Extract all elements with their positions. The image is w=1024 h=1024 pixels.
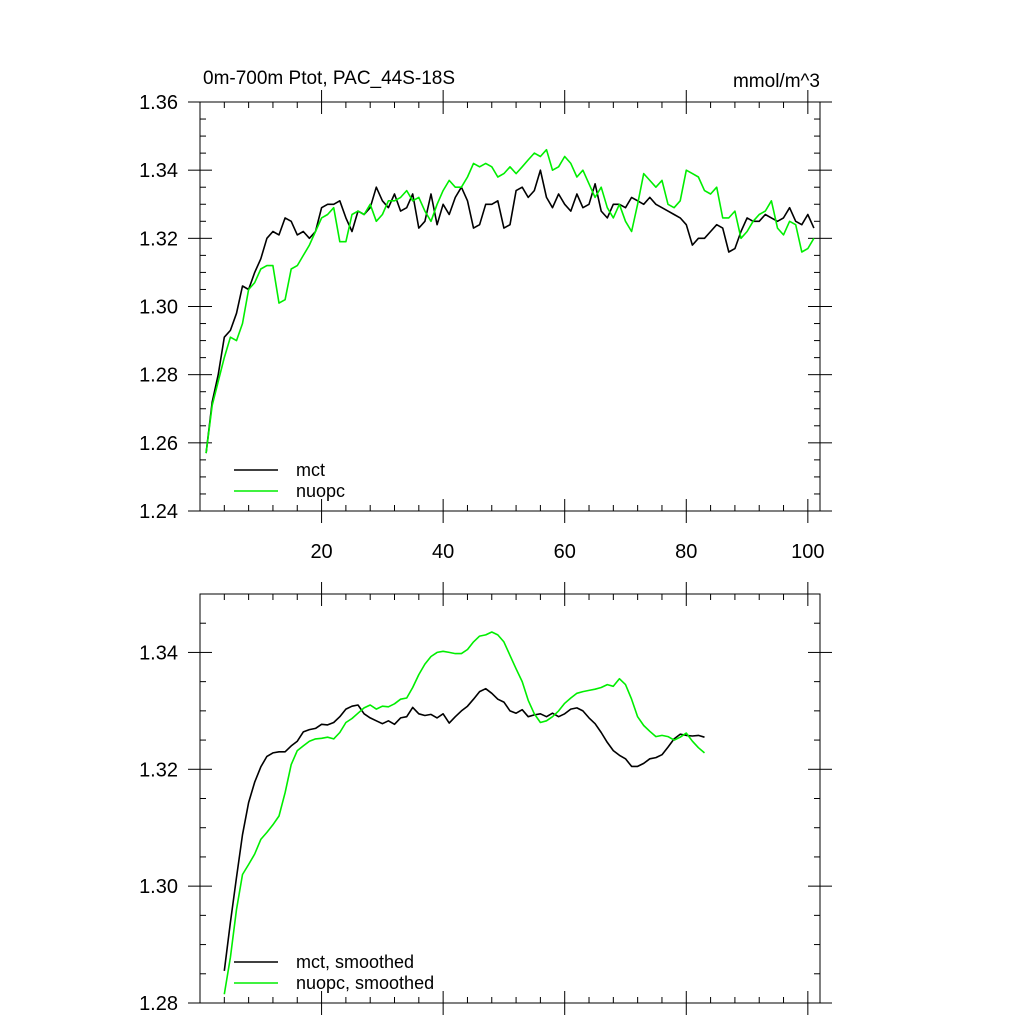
bottom-y-tick-label: 1.30 <box>139 876 178 898</box>
top-x-tick-label: 100 <box>791 541 824 563</box>
bottom-y-tick-label: 1.34 <box>139 642 178 664</box>
top-chart-title: 0m-700m Ptot, PAC_44S-18S <box>203 68 455 89</box>
top-y-tick-label: 1.34 <box>139 160 178 182</box>
bottom-series-line-mct-smoothed <box>223 687 705 971</box>
top-series-line-mct <box>205 169 815 454</box>
top-x-tick-label: 80 <box>675 541 697 563</box>
bottom-legend-label: nuopc, smoothed <box>296 973 434 993</box>
top-legend-label: mct <box>296 460 325 480</box>
top-y-tick-label: 1.28 <box>139 365 178 387</box>
top-x-tick-label: 60 <box>554 541 576 563</box>
bottom-legend-label: mct, smoothed <box>296 952 414 972</box>
bottom-y-tick-label: 1.32 <box>139 759 178 781</box>
top-y-tick-label: 1.32 <box>139 228 178 250</box>
top-plot-frame <box>199 101 821 512</box>
top-y-tick-label: 1.26 <box>139 433 178 455</box>
top-y-tick-label: 1.36 <box>139 92 178 114</box>
top-y-tick-label: 1.30 <box>139 297 178 319</box>
top-y-tick-label: 1.24 <box>139 501 178 523</box>
bottom-series-line-nuopc-smoothed <box>223 631 706 995</box>
top-x-tick-label: 40 <box>432 541 454 563</box>
bottom-y-tick-label: 1.28 <box>139 993 178 1015</box>
top-legend-label: nuopc <box>296 481 345 501</box>
top-chart-units: mmol/m^3 <box>733 71 820 92</box>
top-x-tick-label: 20 <box>310 541 332 563</box>
top-chart-panel: 0m-700m Ptot, PAC_44S-18S mmol/m^3 20 40 6… <box>139 68 832 563</box>
top-series-line-nuopc <box>205 148 815 454</box>
